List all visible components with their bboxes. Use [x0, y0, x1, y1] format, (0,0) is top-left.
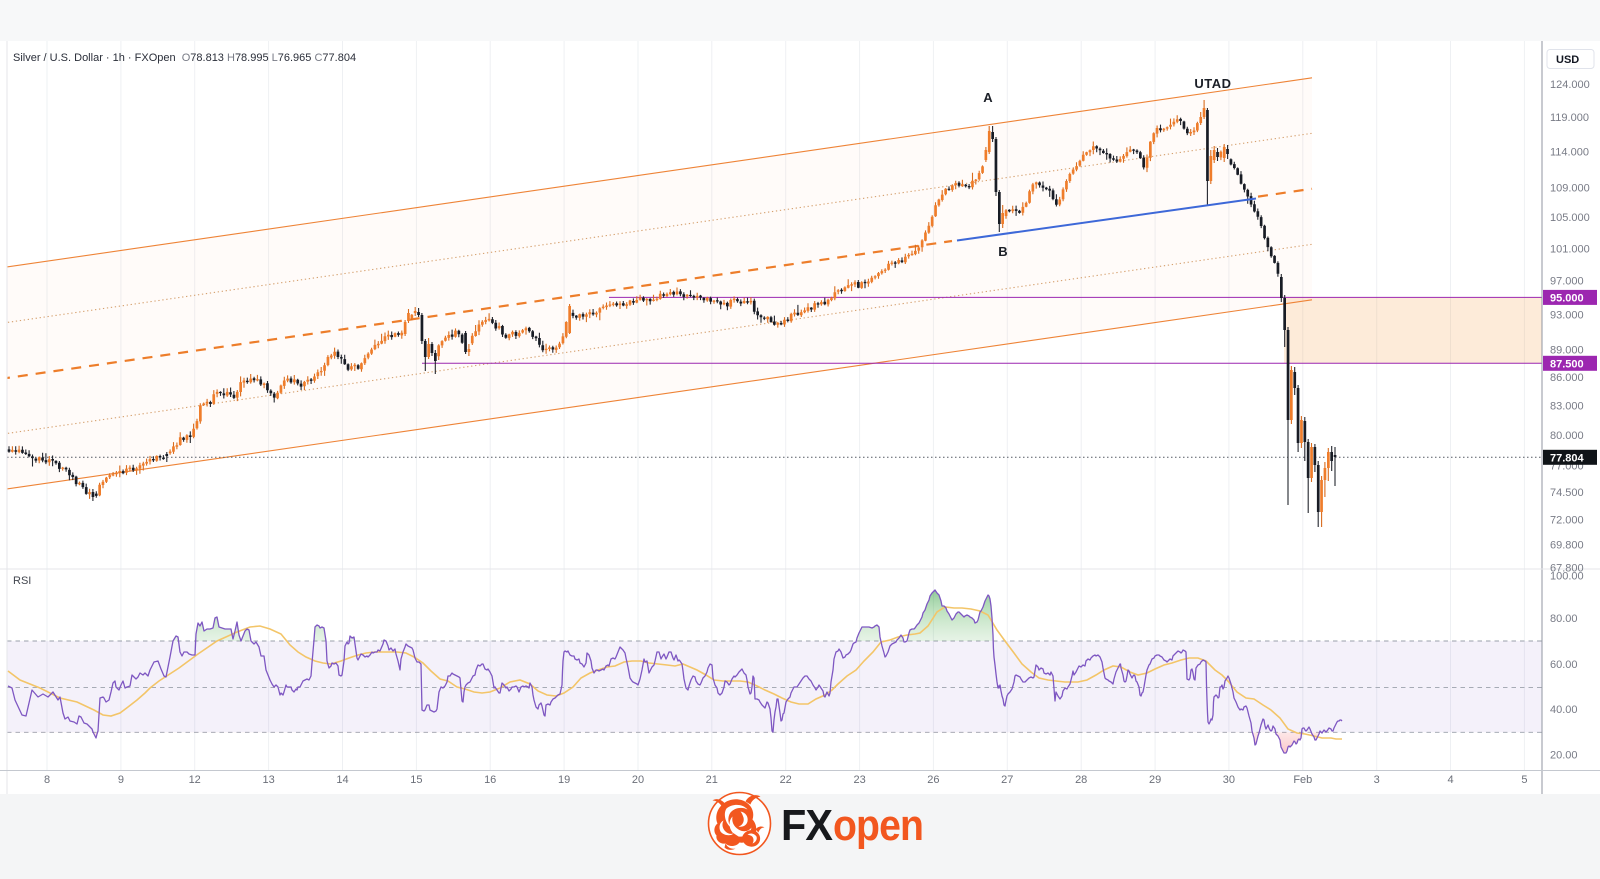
svg-text:100.00: 100.00: [1550, 571, 1584, 583]
svg-text:101.000: 101.000: [1550, 243, 1590, 255]
svg-text:29: 29: [1149, 774, 1161, 786]
svg-text:9: 9: [118, 774, 124, 786]
svg-text:87.500: 87.500: [1550, 358, 1584, 370]
svg-text:77.804: 77.804: [1550, 452, 1585, 464]
svg-text:13: 13: [262, 774, 274, 786]
svg-text:USD: USD: [1556, 54, 1579, 66]
svg-text:72.000: 72.000: [1550, 514, 1584, 526]
svg-text:4: 4: [1447, 774, 1453, 786]
svg-text:12: 12: [189, 774, 201, 786]
svg-text:RSI: RSI: [13, 575, 31, 587]
svg-text:74.500: 74.500: [1550, 487, 1584, 499]
svg-text:89.000: 89.000: [1550, 345, 1584, 357]
svg-text:23: 23: [853, 774, 865, 786]
svg-text:16: 16: [484, 774, 496, 786]
svg-text:86.000: 86.000: [1550, 372, 1584, 384]
svg-text:97.000: 97.000: [1550, 276, 1584, 288]
svg-text:Feb: Feb: [1293, 774, 1312, 786]
svg-text:15: 15: [410, 774, 422, 786]
svg-text:80.000: 80.000: [1550, 430, 1584, 442]
svg-text:93.000: 93.000: [1550, 309, 1584, 321]
svg-text:26: 26: [927, 774, 939, 786]
svg-text:3: 3: [1374, 774, 1380, 786]
svg-text:83.000: 83.000: [1550, 401, 1584, 413]
svg-text:B: B: [998, 244, 1007, 259]
svg-text:28: 28: [1075, 774, 1087, 786]
svg-text:30: 30: [1223, 774, 1235, 786]
svg-text:109.000: 109.000: [1550, 182, 1590, 194]
svg-text:27: 27: [1001, 774, 1013, 786]
svg-text:80.00: 80.00: [1550, 613, 1578, 625]
svg-text:open: open: [833, 801, 923, 850]
svg-text:19: 19: [558, 774, 570, 786]
svg-text:A: A: [983, 90, 993, 105]
svg-text:FX: FX: [781, 801, 833, 850]
svg-text:20.00: 20.00: [1550, 749, 1578, 761]
svg-text:5: 5: [1521, 774, 1527, 786]
svg-text:67.800: 67.800: [1550, 563, 1584, 575]
svg-text:105.000: 105.000: [1550, 212, 1590, 224]
svg-text:UTAD: UTAD: [1194, 76, 1231, 91]
svg-text:95.000: 95.000: [1550, 292, 1584, 304]
svg-text:21: 21: [706, 774, 718, 786]
svg-text:40.00: 40.00: [1550, 704, 1578, 716]
svg-text:69.800: 69.800: [1550, 539, 1584, 551]
svg-text:114.000: 114.000: [1550, 146, 1589, 158]
svg-text:119.000: 119.000: [1550, 112, 1589, 124]
svg-text:8: 8: [44, 774, 50, 786]
svg-text:60.00: 60.00: [1550, 659, 1578, 671]
svg-text:14: 14: [336, 774, 348, 786]
svg-text:20: 20: [632, 774, 644, 786]
svg-text:124.000: 124.000: [1550, 79, 1590, 91]
svg-text:22: 22: [780, 774, 792, 786]
svg-text:Silver / U.S. Dollar · 1h · FX: Silver / U.S. Dollar · 1h · FXOpen O78.8…: [13, 52, 356, 64]
